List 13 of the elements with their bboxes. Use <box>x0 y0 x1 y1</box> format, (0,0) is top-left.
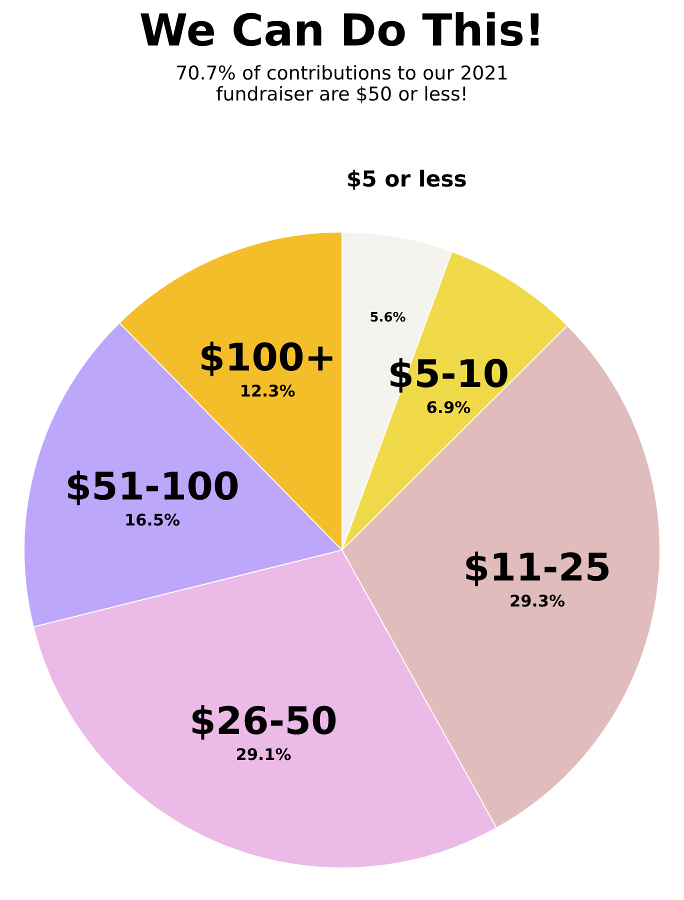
slice-label: $26-50 <box>189 698 338 743</box>
slice-label: $51-100 <box>65 464 240 508</box>
data-label: 29.3% <box>509 592 565 611</box>
chart-title: We Can Do This! <box>139 6 545 57</box>
data-label: 6.9% <box>426 398 471 418</box>
data-label: 5.6% <box>370 310 406 326</box>
data-label: 16.5% <box>124 510 180 530</box>
chart-subtitle: 70.7% of contributions to our 2021 fundraiser are $50 or less! <box>176 62 508 106</box>
slice-label: $5 or less <box>346 168 467 193</box>
slice-label: $11-25 <box>463 546 612 590</box>
data-label: 12.3% <box>240 381 296 400</box>
data-label: 29.1% <box>236 744 292 764</box>
slice-label: $100+ <box>198 335 336 380</box>
